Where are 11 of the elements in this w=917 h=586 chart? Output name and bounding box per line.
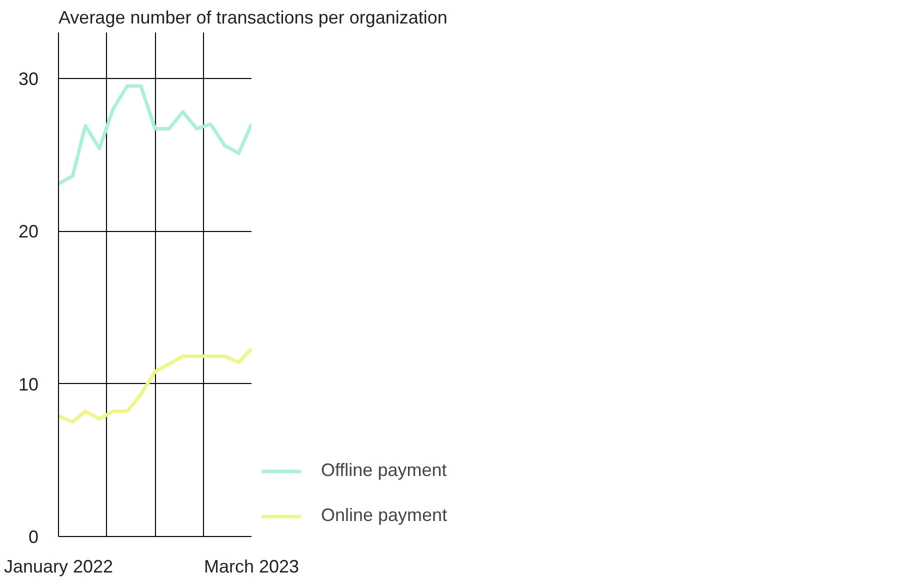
legend-label: Online payment xyxy=(321,505,448,526)
y-tick-label: 10 xyxy=(18,374,39,394)
legend-label: Offline payment xyxy=(321,460,447,481)
y-tick-label: 30 xyxy=(18,68,39,89)
y-axis-title: Average number of transactions per organization xyxy=(58,8,448,28)
line-series xyxy=(58,84,252,186)
y-tick-label: 20 xyxy=(18,222,39,242)
line-series xyxy=(58,346,252,424)
x-tick-label: March 2023 xyxy=(204,556,300,576)
y-tick-label: 0 xyxy=(28,527,39,547)
x-tick-label: January 2022 xyxy=(4,556,114,576)
